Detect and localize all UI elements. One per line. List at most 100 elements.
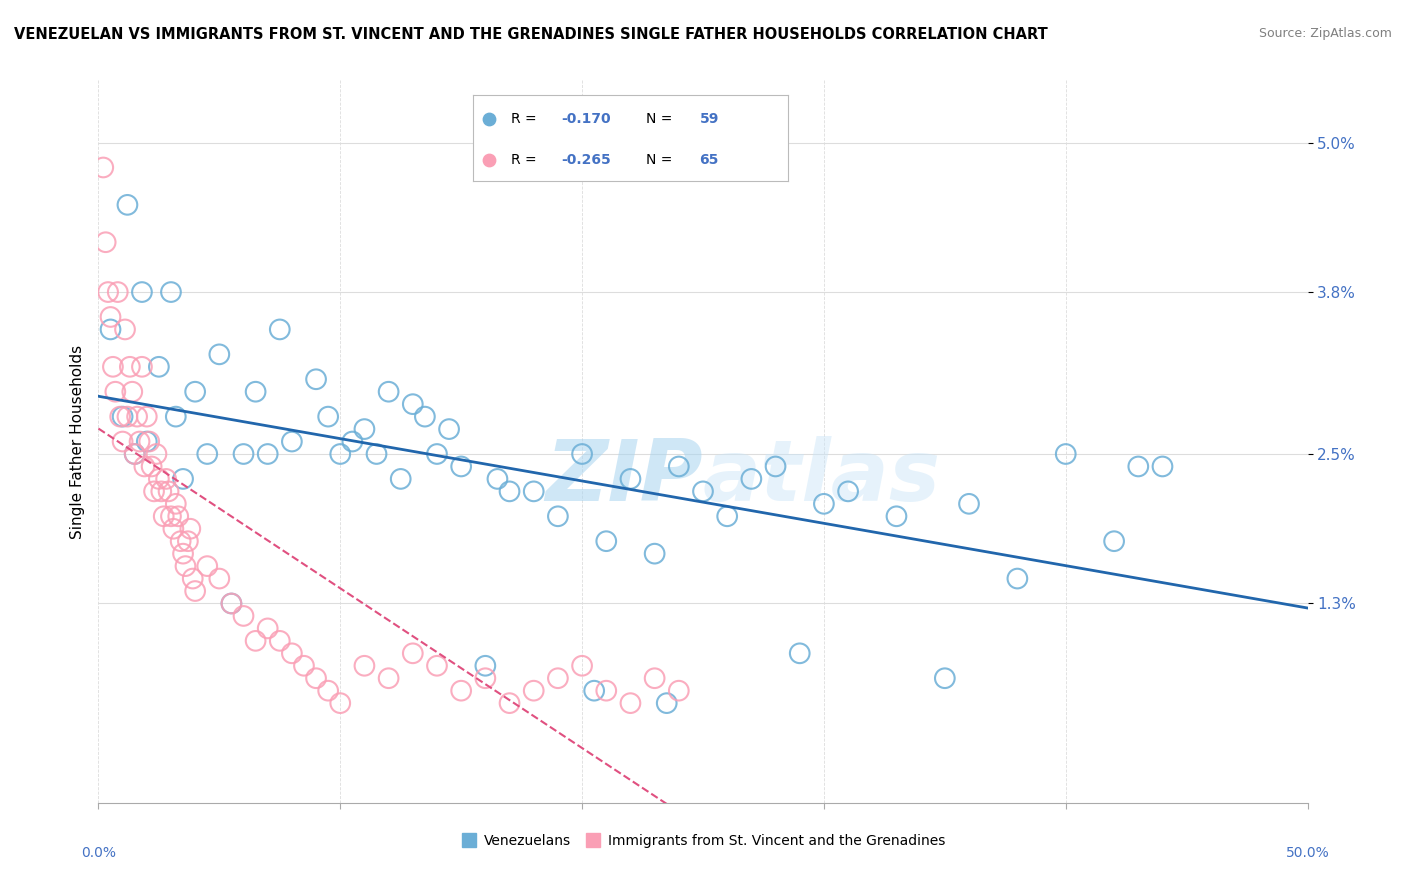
Point [245, 384, 267, 399]
Point [595, 534, 617, 549]
Point [316, 409, 339, 424]
Point [595, 683, 617, 698]
Point [155, 472, 177, 486]
Point [162, 522, 184, 536]
Point [789, 646, 811, 660]
Point [547, 671, 569, 685]
Point [181, 572, 204, 586]
Point [172, 472, 194, 486]
Point [245, 633, 267, 648]
Point [101, 359, 124, 374]
Point [740, 472, 762, 486]
Point [1007, 572, 1029, 586]
Point [124, 447, 146, 461]
Point [450, 683, 472, 698]
Text: 0.0%: 0.0% [82, 847, 115, 860]
Point [1152, 459, 1174, 474]
Point [167, 509, 190, 524]
Point [195, 559, 218, 574]
Point [143, 484, 166, 499]
Point [131, 285, 153, 299]
Point [765, 459, 787, 474]
Point [232, 609, 254, 624]
Point [114, 322, 136, 336]
Text: 50.0%: 50.0% [1285, 847, 1330, 860]
Point [179, 522, 201, 536]
Point [329, 696, 352, 710]
Point [117, 409, 139, 424]
Point [128, 434, 150, 449]
Point [474, 671, 496, 685]
Point [91, 161, 114, 175]
Point [184, 584, 207, 599]
Point [292, 658, 315, 673]
Point [305, 372, 328, 386]
Point [813, 497, 835, 511]
Point [402, 646, 425, 660]
Point [97, 285, 120, 299]
Point [377, 384, 399, 399]
Point [118, 359, 141, 374]
Point [94, 235, 117, 250]
Point [148, 472, 170, 486]
Point [165, 409, 187, 424]
Point [134, 459, 156, 474]
Point [437, 422, 460, 436]
Point [644, 547, 666, 561]
Point [583, 683, 606, 698]
Y-axis label: Single Father Households: Single Father Households [69, 344, 84, 539]
Point [619, 472, 641, 486]
Legend: Venezuelans, Immigrants from St. Vincent and the Grenadines: Venezuelans, Immigrants from St. Vincent… [454, 829, 952, 854]
Text: Source: ZipAtlas.com: Source: ZipAtlas.com [1258, 27, 1392, 40]
Point [141, 459, 163, 474]
Point [172, 547, 194, 561]
Point [104, 384, 127, 399]
Point [498, 484, 520, 499]
Point [281, 434, 304, 449]
Point [426, 447, 449, 461]
Point [148, 359, 170, 374]
Point [108, 409, 131, 424]
Point [160, 509, 183, 524]
Point [195, 447, 218, 461]
Point [571, 658, 593, 673]
Point [329, 447, 352, 461]
Point [342, 434, 364, 449]
Point [208, 572, 231, 586]
Point [145, 447, 167, 461]
Point [135, 409, 157, 424]
Point [366, 447, 388, 461]
Point [221, 597, 243, 611]
Point [547, 509, 569, 524]
Point [124, 447, 146, 461]
Point [121, 384, 143, 399]
Point [165, 497, 187, 511]
Point [426, 658, 449, 673]
Point [413, 409, 436, 424]
Point [353, 422, 375, 436]
Point [450, 459, 472, 474]
Point [256, 447, 278, 461]
Point [135, 434, 157, 449]
Point [523, 484, 546, 499]
Point [221, 597, 243, 611]
Point [1128, 459, 1150, 474]
Point [498, 696, 520, 710]
Point [886, 509, 908, 524]
Point [174, 559, 197, 574]
Point [655, 696, 678, 710]
Point [402, 397, 425, 411]
Point [281, 646, 304, 660]
Point [474, 658, 496, 673]
Point [152, 509, 174, 524]
Text: VENEZUELAN VS IMMIGRANTS FROM ST. VINCENT AND THE GRENADINES SINGLE FATHER HOUSE: VENEZUELAN VS IMMIGRANTS FROM ST. VINCEN… [14, 27, 1047, 42]
Point [184, 384, 207, 399]
Point [208, 347, 231, 361]
Point [668, 683, 690, 698]
Point [131, 359, 153, 374]
Point [305, 671, 328, 685]
Point [389, 472, 412, 486]
Point [150, 484, 173, 499]
Point [160, 285, 183, 299]
Point [837, 484, 859, 499]
